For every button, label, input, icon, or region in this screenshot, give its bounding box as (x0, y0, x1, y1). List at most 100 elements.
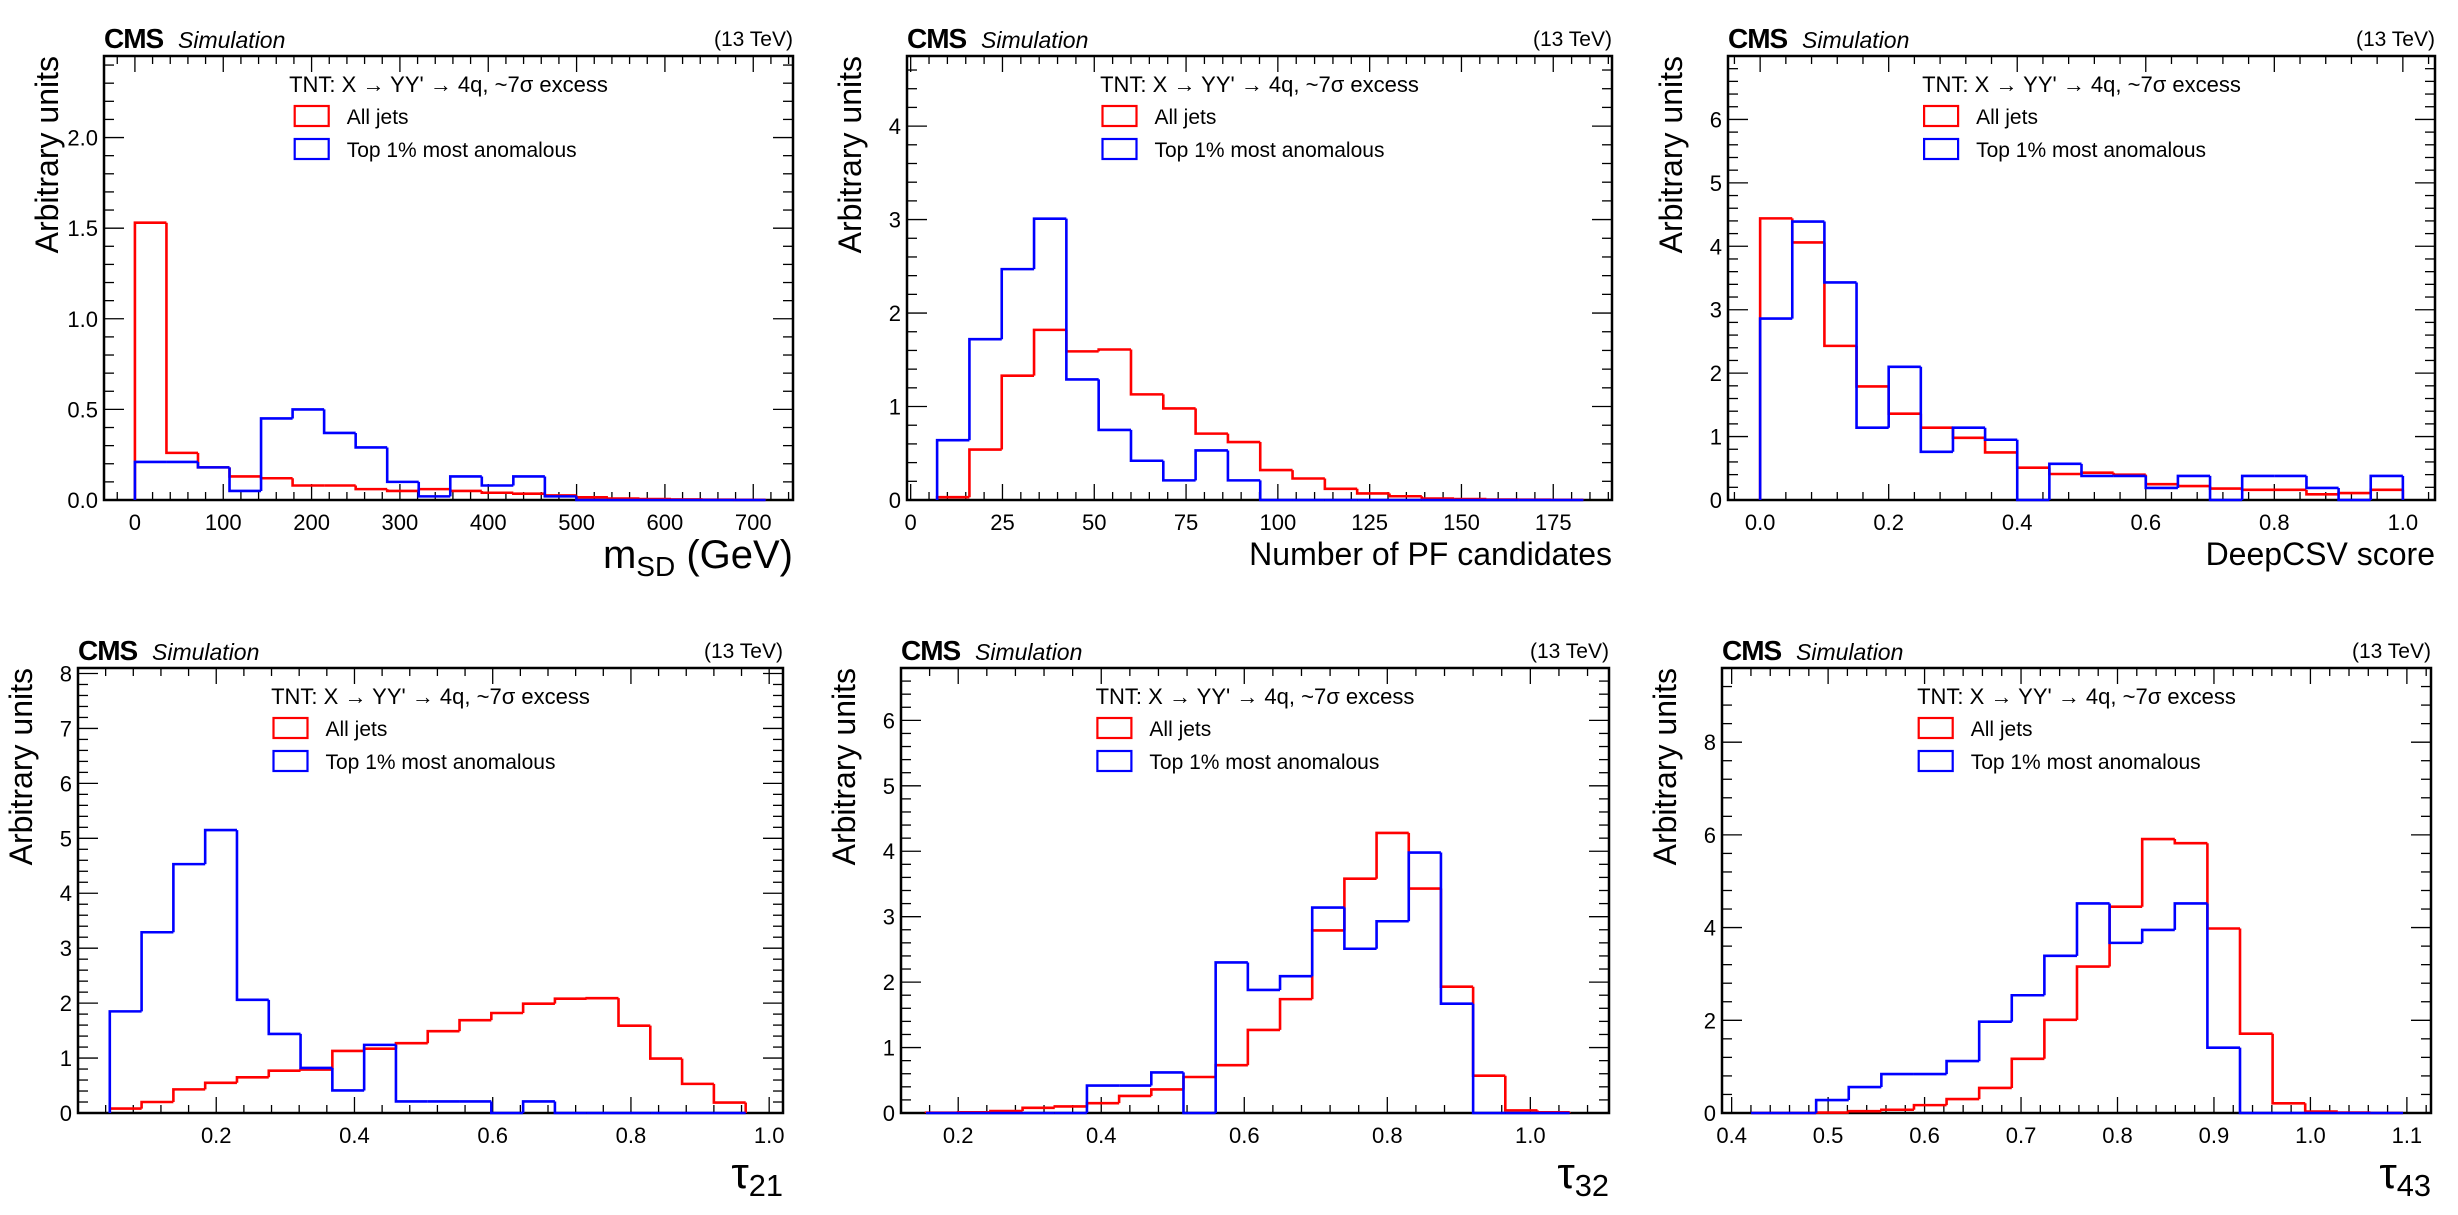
legend-label-all-jets: All jets (1971, 718, 2033, 741)
histogram-bin (1343, 907, 1377, 951)
y-tick-label: 3 (883, 905, 895, 930)
histogram-bin (1977, 1020, 2012, 1062)
histogram-bin (1053, 1105, 1087, 1108)
x-axis-label-main: τ (1557, 1149, 1575, 1198)
y-tick-label: 2 (883, 970, 895, 995)
histogram-bin (417, 481, 451, 498)
legend-swatch-top-1-percent (293, 137, 330, 161)
y-tick-label: 6 (1704, 823, 1716, 848)
x-tick-label: 0.4 (2002, 510, 2033, 535)
legend-swatch-top-1-percent (1101, 137, 1138, 161)
histogram-bin (490, 1101, 524, 1115)
deepcsv-histogram-panel: CMS Simulation (13 TeV) Arbitrary units 0.0 0… (1638, 0, 2457, 607)
histogram-bin (362, 1043, 396, 1091)
histogram-bin (1310, 906, 1345, 977)
histogram-bin (1439, 888, 1474, 988)
x-axis-label-unit: (GeV) (675, 533, 793, 577)
histogram-bin (2176, 484, 2211, 488)
y-tick-label: 5 (883, 774, 895, 799)
x-axis-label: τ32 (1557, 1149, 1609, 1203)
histogram-bin (648, 1025, 683, 1060)
y-tick-label: 0 (60, 1101, 72, 1126)
series-all-jets (133, 221, 767, 502)
histogram-bin (1278, 997, 1313, 1030)
x-tick-label: 1.0 (754, 1123, 785, 1148)
x-tick-label: 0.4 (1716, 1123, 1747, 1148)
y-tick-label: 5 (60, 826, 72, 851)
histogram-bin (2108, 903, 2143, 945)
y-tick-label: 6 (60, 771, 72, 796)
legend-label-top-1-percent: Top 1% most anomalous (1149, 751, 1379, 774)
legend-swatch-top-1-percent (1923, 137, 1960, 161)
plot-frame (905, 54, 1614, 502)
chart-svg: CMS Simulation (13 TeV) Arbitrary units 0.0 0… (1653, 23, 2437, 572)
histogram-bin (426, 1029, 460, 1044)
x-tick-label: 0.8 (2102, 1123, 2133, 1148)
y-tick-label: 2 (1710, 361, 1722, 386)
histogram-bin (2305, 475, 2339, 490)
histogram-bin (1847, 1109, 1882, 1113)
histogram-bin (1323, 478, 1358, 491)
x-tick-label: 400 (470, 510, 507, 535)
x-tick-label: 0.6 (2130, 510, 2161, 535)
histogram-bin (2010, 993, 2045, 1022)
x-axis-label: τ43 (2379, 1149, 2431, 1203)
x-tick-label: 0.4 (1086, 1123, 1117, 1148)
histogram-bin (2043, 954, 2077, 996)
x-axis-label-main: DeepCSV score (2206, 536, 2435, 572)
y-tick-label: 0 (1704, 1101, 1716, 1126)
histogram-bin (1278, 974, 1313, 990)
legend-swatch-all-jets (293, 104, 330, 128)
chart-svg: CMS Simulation (13 TeV) Arbitrary units 0.2 0… (3, 635, 785, 1203)
tau32-histogram-panel: CMS Simulation (13 TeV) Arbitrary units 0.2 0… (819, 608, 1638, 1215)
y-tick-label: 2 (1704, 1008, 1716, 1033)
histogram-bin (2337, 491, 2371, 495)
histogram-bin (2140, 928, 2175, 943)
histogram-bin (680, 1058, 714, 1086)
legend-label-top-1-percent: Top 1% most anomalous (1971, 751, 2201, 774)
legend-swatch-all-jets (1096, 716, 1133, 740)
series-top-1-percent (108, 828, 746, 1115)
histogram-bin (196, 461, 230, 469)
histogram-bin (1880, 1108, 1914, 1112)
histogram-bin (480, 476, 514, 487)
series-top-1-percent (1750, 902, 2404, 1115)
histogram-bin (543, 476, 577, 498)
chart-svg: CMS Simulation (13 TeV) Arbitrary units 0 25 5… (832, 23, 1614, 572)
x-tick-label: 0.8 (616, 1123, 647, 1148)
histogram-bin (203, 828, 237, 865)
legend-swatch-top-1-percent (1917, 749, 1954, 773)
x-axis-label-subscript: 21 (749, 1168, 783, 1203)
series-top-1-percent (133, 408, 766, 502)
histogram-bin (2208, 475, 2243, 502)
histogram-bin (2075, 902, 2110, 956)
histogram-bin (259, 417, 293, 491)
histogram-bin (1504, 1075, 1538, 1112)
histogram-bin (935, 438, 970, 500)
x-axis-label-main: m (603, 533, 636, 577)
histogram-bin (235, 1075, 269, 1083)
histogram-bin (259, 476, 293, 480)
histogram-bin (2075, 965, 2110, 1020)
cms-label: CMS (907, 23, 967, 54)
histogram-bin (1129, 349, 1164, 396)
plot-frame (102, 54, 795, 502)
histogram-bin (2206, 843, 2241, 930)
histogram-bin (2080, 471, 2114, 475)
histogram-bin (1945, 1097, 1980, 1106)
histogram-bin (1161, 394, 1196, 410)
plot-frame (1726, 54, 2437, 502)
histogram-bin (553, 1101, 587, 1115)
histogram-bin (1214, 1063, 1248, 1078)
legend-label-all-jets: All jets (1976, 106, 2038, 129)
histogram-bin (1407, 851, 1441, 922)
histogram-bin (1983, 437, 2018, 454)
histogram-bin (575, 495, 608, 499)
y-tick-label: 6 (1710, 107, 1722, 132)
histogram-bin (2238, 1047, 2273, 1115)
legend-swatch-all-jets (272, 716, 309, 740)
msd-histogram-panel: CMS Simulation (13 TeV) Arbitrary units 0 100… (0, 0, 819, 607)
y-axis-label: Arbitrary units (1647, 668, 1683, 865)
y-tick-label: 1 (60, 1046, 72, 1071)
legend-title: TNT: X → YY' → 4q, ~7σ excess (271, 684, 590, 709)
